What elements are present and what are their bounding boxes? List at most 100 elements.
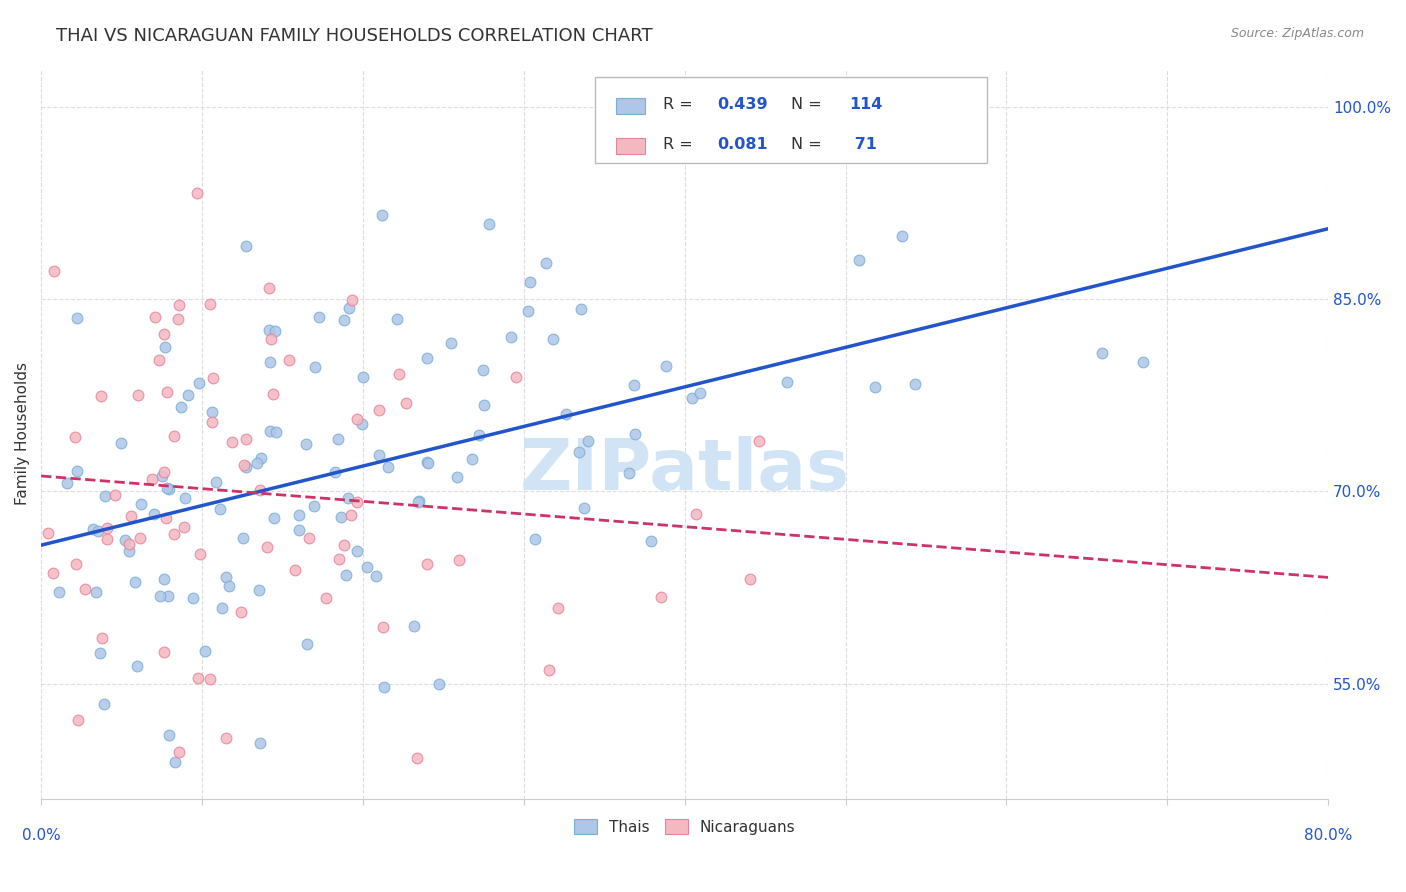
Point bbox=[505, 370, 527, 384]
Point bbox=[416, 557, 439, 571]
Point bbox=[153, 465, 176, 479]
Point bbox=[188, 547, 211, 561]
Point bbox=[141, 472, 163, 486]
Text: N =: N = bbox=[792, 137, 827, 152]
Point bbox=[406, 751, 429, 765]
Point bbox=[235, 239, 257, 253]
Point bbox=[249, 736, 271, 750]
Point bbox=[201, 404, 224, 418]
Point bbox=[416, 456, 439, 470]
Point bbox=[373, 681, 395, 695]
Point bbox=[346, 494, 368, 508]
Point bbox=[156, 385, 179, 400]
Point bbox=[117, 544, 139, 558]
Point bbox=[385, 312, 408, 326]
Point bbox=[143, 310, 166, 324]
Point bbox=[294, 437, 316, 451]
Point bbox=[304, 359, 326, 374]
Point bbox=[156, 481, 179, 495]
Point bbox=[371, 208, 394, 222]
Point bbox=[517, 303, 540, 318]
Point bbox=[205, 475, 228, 489]
Point bbox=[259, 355, 281, 369]
Point bbox=[55, 475, 77, 490]
Point bbox=[163, 429, 186, 443]
Point bbox=[352, 369, 374, 384]
Point bbox=[478, 217, 501, 231]
Point bbox=[215, 570, 238, 584]
Point bbox=[554, 407, 576, 421]
Point bbox=[153, 340, 176, 354]
Point bbox=[336, 491, 359, 505]
Point bbox=[328, 433, 350, 447]
Point bbox=[472, 398, 495, 412]
Point bbox=[149, 590, 172, 604]
Point bbox=[235, 432, 257, 446]
Point bbox=[346, 411, 368, 425]
Point bbox=[340, 293, 363, 308]
Point bbox=[110, 436, 132, 450]
Point bbox=[377, 460, 399, 475]
Text: 0.439: 0.439 bbox=[717, 97, 768, 112]
Point bbox=[186, 186, 208, 200]
Point bbox=[278, 353, 301, 368]
Text: 114: 114 bbox=[849, 97, 883, 112]
Point bbox=[472, 363, 495, 377]
Point bbox=[640, 533, 662, 548]
Point bbox=[681, 392, 703, 406]
Legend: Thais, Nicaraguans: Thais, Nicaraguans bbox=[567, 811, 803, 842]
Point bbox=[167, 311, 190, 326]
Point bbox=[655, 359, 678, 374]
Point bbox=[1132, 355, 1154, 369]
Point bbox=[201, 415, 224, 429]
Point bbox=[129, 532, 152, 546]
Point bbox=[202, 371, 225, 385]
Point bbox=[211, 600, 233, 615]
Point bbox=[129, 498, 152, 512]
Point bbox=[155, 511, 177, 525]
Point bbox=[221, 435, 243, 450]
Point bbox=[259, 424, 281, 438]
Point bbox=[350, 417, 373, 431]
Point bbox=[284, 563, 307, 577]
Point bbox=[689, 386, 711, 401]
Point bbox=[157, 728, 180, 742]
Point bbox=[262, 386, 284, 401]
Point bbox=[368, 403, 391, 417]
Point bbox=[329, 509, 352, 524]
FancyBboxPatch shape bbox=[616, 138, 645, 154]
Point bbox=[333, 538, 356, 552]
Point bbox=[188, 376, 211, 391]
Point bbox=[288, 508, 311, 523]
Point bbox=[260, 332, 283, 346]
Point bbox=[42, 566, 65, 581]
Text: R =: R = bbox=[662, 97, 697, 112]
Point bbox=[229, 606, 252, 620]
Point bbox=[298, 531, 321, 545]
Point bbox=[90, 389, 112, 403]
Point bbox=[67, 714, 90, 728]
Point bbox=[124, 574, 146, 589]
Point bbox=[1091, 346, 1114, 360]
FancyBboxPatch shape bbox=[595, 78, 987, 163]
Text: 0.0%: 0.0% bbox=[21, 828, 60, 843]
Text: 0.081: 0.081 bbox=[717, 137, 768, 152]
Point bbox=[235, 460, 257, 475]
Point bbox=[499, 330, 522, 344]
Point bbox=[416, 454, 439, 468]
Point bbox=[264, 425, 287, 439]
Point bbox=[194, 644, 217, 658]
Point bbox=[66, 310, 89, 325]
Text: ZIPatlas: ZIPatlas bbox=[520, 435, 849, 505]
Point bbox=[48, 585, 70, 599]
Point bbox=[250, 450, 273, 465]
Point bbox=[328, 552, 350, 566]
Point bbox=[259, 322, 281, 336]
Point bbox=[37, 525, 59, 540]
Point bbox=[288, 523, 311, 537]
Point bbox=[263, 511, 285, 525]
Point bbox=[624, 426, 647, 441]
Point bbox=[94, 489, 117, 503]
Point bbox=[346, 543, 368, 558]
Point bbox=[335, 567, 357, 582]
